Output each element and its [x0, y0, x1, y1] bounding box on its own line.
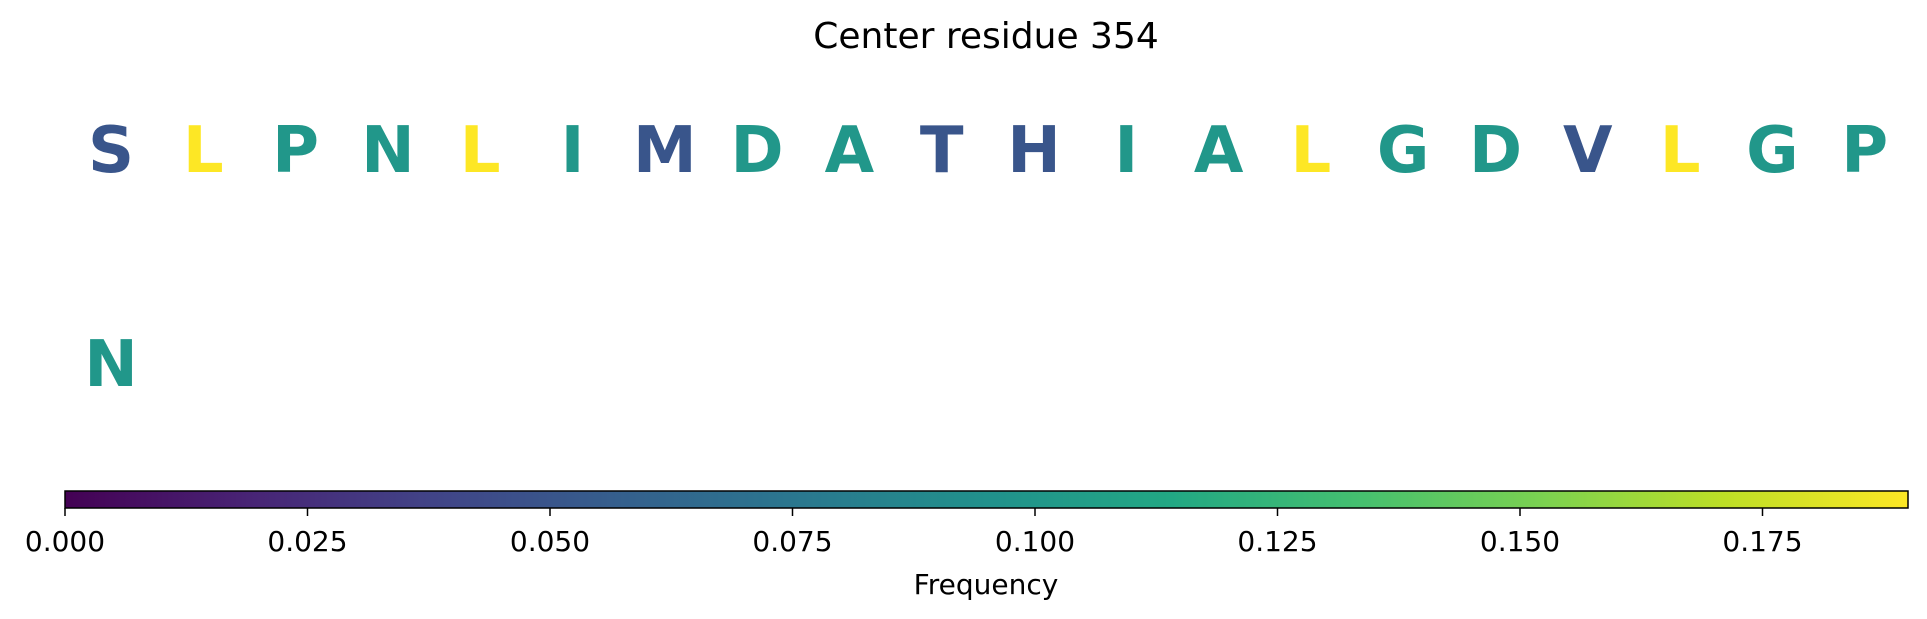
residue-letter: V	[1563, 114, 1613, 188]
residue-letter: N	[361, 114, 415, 188]
residue-letter: L	[1291, 114, 1332, 188]
colorbar: 0.000 0.025 0.050 0.075 0.100 0.125 0.150 0.175…	[25, 490, 1909, 601]
colorbar-gradient	[64, 490, 1909, 509]
residue-letter: I	[561, 114, 585, 188]
colorbar-ticks: 0.000 0.025 0.050 0.075 0.100 0.125 0.150 0.175	[25, 508, 1803, 558]
residue-letter: P	[1841, 114, 1888, 188]
colorbar-label: Frequency	[914, 568, 1059, 601]
colorbar-tick-label: 0.000	[25, 525, 105, 558]
colorbar-tick-label: 0.025	[267, 525, 347, 558]
colorbar-tick-label: 0.150	[1480, 525, 1560, 558]
residue-letter: T	[920, 114, 964, 188]
residue-letter: A	[825, 114, 875, 188]
residue-grid: S L P N L I M D A T H I A L G D V L G PN	[84, 114, 1888, 402]
colorbar-tick-label: 0.075	[752, 525, 832, 558]
residue-letter: A	[1194, 114, 1244, 188]
residue-letter: L	[460, 114, 501, 188]
residue-letter: G	[1377, 114, 1430, 188]
residue-letter: S	[88, 114, 134, 188]
colorbar-tick-label: 0.050	[510, 525, 590, 558]
residue-letter: M	[633, 114, 697, 188]
colorbar-tick-label: 0.100	[995, 525, 1075, 558]
residue-letter: P	[272, 114, 319, 188]
residue-letter: G	[1746, 114, 1799, 188]
chart-title: Center residue 354	[813, 16, 1159, 57]
residue-letter: D	[1469, 114, 1522, 188]
residue-letter: L	[183, 114, 224, 188]
residue-letter: L	[1660, 114, 1701, 188]
residue-letter: I	[1114, 114, 1138, 188]
colorbar-tick-label: 0.175	[1722, 525, 1802, 558]
colorbar-tick-label: 0.125	[1237, 525, 1317, 558]
residue-letter: H	[1007, 114, 1061, 188]
residue-letter: D	[731, 114, 784, 188]
residue-letter: N	[84, 328, 138, 402]
